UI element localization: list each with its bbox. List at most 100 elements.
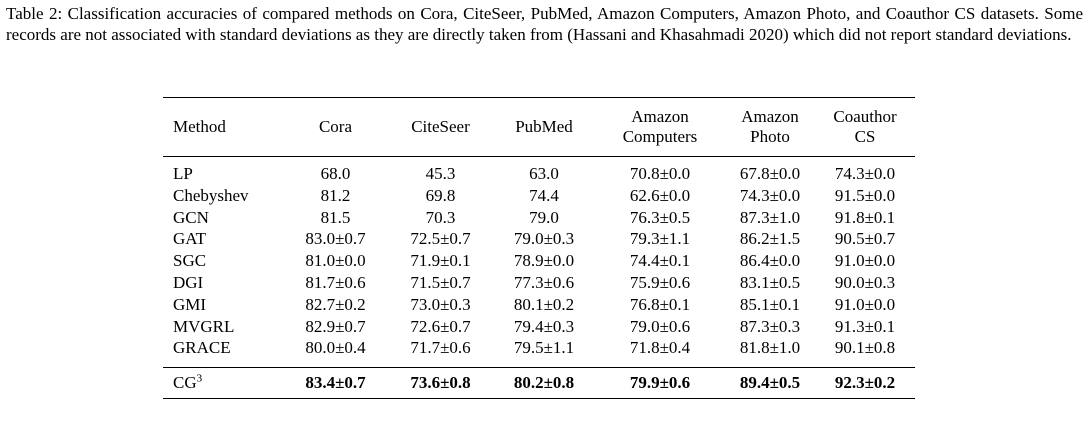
method-cell: CG3 (163, 368, 283, 399)
value-cell: 90.0±0.3 (834, 272, 896, 292)
value-cell: 76.8±0.1 (629, 294, 691, 314)
value-cell: 78.9±0.0 (513, 251, 575, 271)
method-cell: MVGRL (173, 316, 235, 336)
value-cell: 81.5 (320, 207, 351, 227)
header-text: PubMed (515, 117, 573, 136)
header-cell: Cora (283, 98, 388, 157)
value-cell: 79.0±0.6 (629, 316, 691, 336)
value-cell: 90.1±0.8 (834, 338, 896, 358)
value-cell: 81.7±0.6 (305, 272, 366, 292)
value-cell: 68.0 (320, 164, 351, 183)
value-cell: 73.6±0.8 (410, 373, 471, 393)
value-cell: 86.2±1.5 (739, 229, 801, 249)
table-row: GCN 81.5 70.3 79.0 76.3±0.5 87.3±1.0 91.8±0.1 (163, 207, 915, 229)
method-superscript: 3 (196, 372, 203, 385)
value-cell: 83.1±0.5 (739, 272, 801, 292)
value-cell: 87.3±0.3 (739, 316, 801, 336)
header-text: Amazon (741, 107, 799, 126)
value-cell: 74.3±0.0 (739, 185, 801, 205)
table-row: Chebyshev 81.2 69.8 74.4 62.6±0.0 74.3±0.0 91.… (163, 185, 915, 207)
value-cell: 80.0±0.4 (305, 338, 366, 358)
method-cell: SGC (173, 251, 207, 271)
method-name: CG (173, 373, 197, 393)
value-cell: 89.4±0.5 (739, 373, 801, 393)
header-cell: Method (163, 98, 283, 157)
value-cell: 91.0±0.0 (834, 251, 896, 271)
value-cell: 91.5±0.0 (834, 185, 896, 205)
method-cell: GRACE (173, 338, 231, 358)
method-cell: GMI (173, 294, 207, 314)
value-cell: 85.1±0.1 (739, 294, 801, 314)
header-text: Photo (750, 127, 790, 146)
ours-row: CG3 83.4±0.7 73.6±0.8 80.2±0.8 79.9±0.6 89.4±… (163, 367, 915, 399)
value-cell: 74.4 (529, 185, 559, 205)
value-cell: 79.0 (529, 207, 559, 227)
value-cell: 80.1±0.2 (513, 294, 575, 314)
table-row: DGI 81.7±0.6 71.5±0.7 77.3±0.6 75.9±0.6 83.1±… (163, 272, 915, 294)
value-cell: 81.8±1.0 (739, 338, 801, 358)
value-cell: 75.9±0.6 (629, 272, 691, 292)
table-caption: Table 2: Classification accuracies of co… (6, 4, 1083, 44)
value-cell: 91.8±0.1 (834, 207, 896, 227)
value-cell: 67.8±0.0 (739, 164, 801, 183)
header-text: CS (854, 127, 876, 146)
header-cell: Amazon Computers (595, 98, 725, 157)
table-row: LP 68.0 45.3 63.0 70.8±0.0 67.8±0.0 74.3±0.0 (163, 157, 915, 185)
header-text: Method (173, 117, 226, 136)
method-cell: GCN (173, 207, 209, 227)
value-cell: 71.7±0.6 (410, 338, 471, 358)
method-cell: Chebyshev (173, 185, 249, 205)
table-row: GAT 83.0±0.7 72.5±0.7 79.0±0.3 79.3±1.1 86.2±… (163, 228, 915, 250)
header-cell: Coauthor CS (815, 98, 915, 157)
header-text: Computers (622, 127, 698, 146)
header-row: Method Cora CiteSeer PubMed Amazon Computers A… (163, 97, 915, 157)
header-text: Amazon (631, 107, 689, 126)
value-cell: 70.8±0.0 (629, 164, 691, 183)
table-row: GMI 82.7±0.2 73.0±0.3 80.1±0.2 76.8±0.1 85.1±… (163, 294, 915, 316)
value-cell: 80.2±0.8 (513, 373, 575, 393)
value-cell: 79.3±1.1 (629, 229, 691, 249)
value-cell: 82.7±0.2 (305, 294, 366, 314)
value-cell: 72.5±0.7 (410, 229, 471, 249)
value-cell: 83.0±0.7 (305, 229, 366, 249)
value-cell: 77.3±0.6 (513, 272, 575, 292)
method-cell: DGI (173, 272, 204, 292)
value-cell: 72.6±0.7 (410, 316, 471, 336)
table-row: SGC 81.0±0.0 71.9±0.1 78.9±0.0 74.4±0.1 86.4±… (163, 250, 915, 272)
value-cell: 86.4±0.0 (739, 251, 801, 271)
value-cell: 71.8±0.4 (629, 338, 691, 358)
value-cell: 82.9±0.7 (305, 316, 366, 336)
header-text: Cora (318, 117, 353, 136)
table-row: MVGRL 82.9±0.7 72.6±0.7 79.4±0.3 79.0±0.6 87.… (163, 316, 915, 338)
value-cell: 45.3 (425, 164, 456, 183)
method-cell: GAT (173, 229, 207, 249)
method-cell: LP (173, 164, 193, 183)
value-cell: 76.3±0.5 (629, 207, 691, 227)
value-cell: 74.3±0.0 (834, 164, 896, 183)
value-cell: 79.0±0.3 (513, 229, 575, 249)
value-cell: 69.8 (425, 185, 456, 205)
value-cell: 87.3±1.0 (739, 207, 801, 227)
results-table: Method Cora CiteSeer PubMed Amazon Computers A… (163, 97, 915, 399)
header-text: CiteSeer (411, 117, 470, 136)
header-text: Coauthor (833, 107, 897, 126)
table-row: GRACE 80.0±0.4 71.7±0.6 79.5±1.1 71.8±0.4 81.… (163, 337, 915, 367)
header-cell: Amazon Photo (725, 98, 815, 157)
header-cell: CiteSeer (388, 98, 493, 157)
value-cell: 79.4±0.3 (513, 316, 575, 336)
value-cell: 79.5±1.1 (513, 338, 575, 358)
value-cell: 62.6±0.0 (629, 185, 691, 205)
value-cell: 63.0 (529, 164, 559, 183)
value-cell: 73.0±0.3 (410, 294, 471, 314)
value-cell: 92.3±0.2 (834, 373, 896, 393)
value-cell: 91.0±0.0 (834, 294, 896, 314)
value-cell: 91.3±0.1 (834, 316, 896, 336)
value-cell: 79.9±0.6 (629, 373, 691, 393)
value-cell: 83.4±0.7 (305, 373, 366, 393)
value-cell: 90.5±0.7 (834, 229, 896, 249)
value-cell: 81.2 (320, 185, 351, 205)
value-cell: 71.9±0.1 (410, 251, 471, 271)
header-cell: PubMed (493, 98, 595, 157)
value-cell: 70.3 (425, 207, 456, 227)
